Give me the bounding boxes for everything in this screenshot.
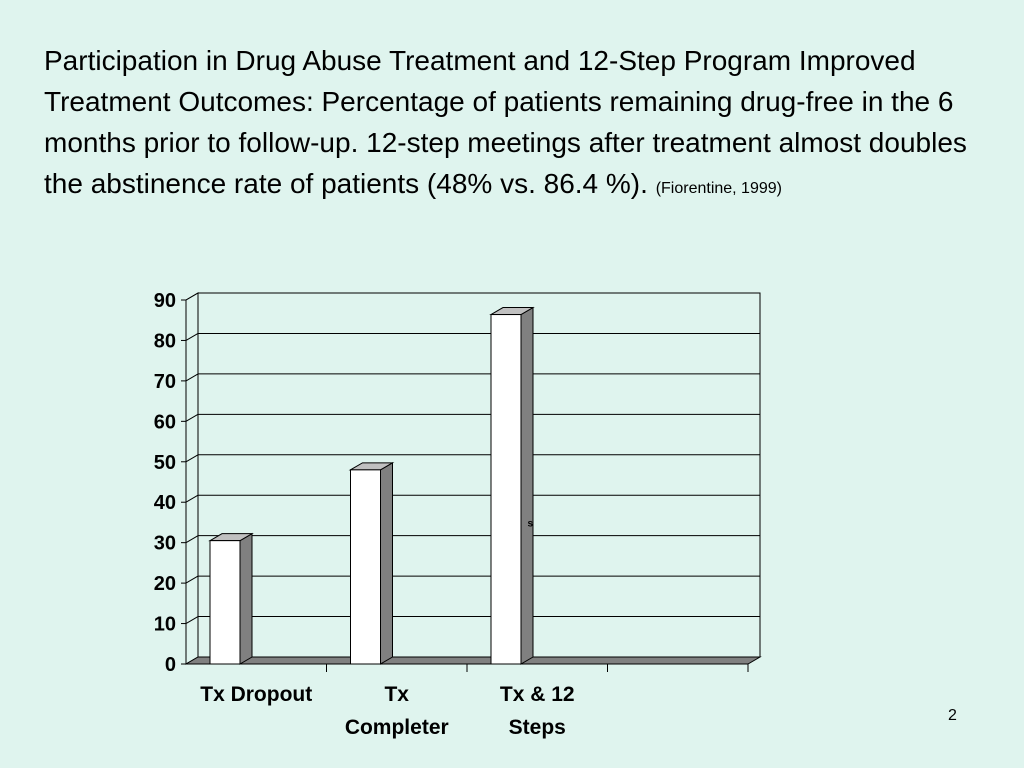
page-number: 2: [948, 707, 957, 724]
y-tick-label: 90: [154, 290, 176, 312]
gridline-side: [185, 292, 199, 301]
y-tick-label: 50: [154, 452, 176, 474]
x-category-label: Completer: [345, 716, 449, 739]
y-tick-label: 0: [165, 654, 176, 676]
y-tick-label: 60: [154, 411, 176, 433]
chart-annotation: s: [527, 518, 533, 529]
plot-side-wall: [185, 292, 199, 665]
x-category-label: Steps: [509, 716, 566, 739]
gridline-side: [185, 575, 199, 584]
bar: [350, 469, 381, 665]
title-citation: (Fiorentine, 1999): [655, 180, 782, 197]
y-tick-label: 70: [154, 371, 176, 393]
slide-title: Participation in Drug Abuse Treatment an…: [44, 40, 1004, 209]
gridline-side: [185, 373, 199, 382]
bar-side: [380, 461, 393, 665]
gridline-side: [185, 535, 199, 544]
y-tick-label: 30: [154, 533, 176, 555]
title-text: Participation in Drug Abuse Treatment an…: [44, 45, 967, 199]
bar: [209, 540, 241, 665]
bar: [490, 314, 522, 665]
gridline-side: [185, 413, 199, 422]
y-tick-label: 80: [154, 330, 176, 352]
y-tick-label: 20: [154, 573, 176, 595]
plot-floor: [184, 656, 762, 665]
bar-side: [520, 306, 534, 665]
x-category-label: Tx: [384, 683, 409, 706]
plot-back-wall: [197, 292, 761, 658]
x-category-label: Tx Dropout: [200, 683, 312, 706]
gridline-side: [185, 333, 199, 341]
x-category-label: Tx & 12: [500, 683, 575, 706]
gridline-side: [185, 494, 199, 503]
bar-side: [239, 532, 253, 665]
gridline-side: [185, 454, 199, 463]
y-tick-label: 10: [154, 614, 176, 636]
y-tick-label: 40: [154, 492, 176, 514]
gridline-side: [185, 616, 199, 624]
